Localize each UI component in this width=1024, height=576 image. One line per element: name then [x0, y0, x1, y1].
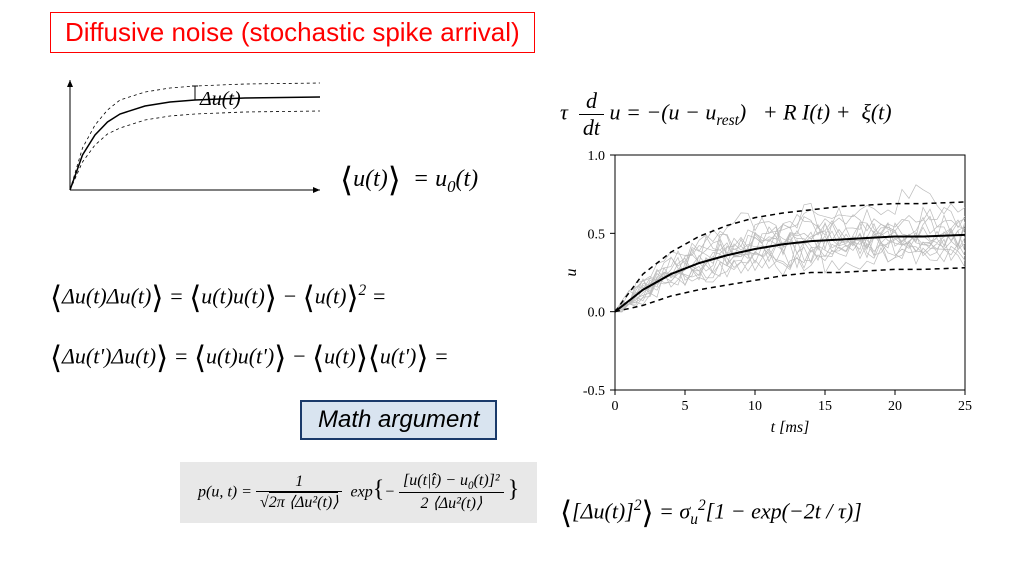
svg-text:0: 0: [612, 399, 619, 414]
svg-text:10: 10: [748, 399, 762, 414]
delta-u-label: Δu(t): [200, 88, 241, 111]
svg-text:1.0: 1.0: [588, 149, 606, 164]
eq-langevin: τ ddt u = −(u − urest) + R I(t) + ξ(t): [560, 88, 892, 141]
eq-autocorr-same-time: ⟨Δu(t)Δu(t)⟩ = ⟨u(t)u(t)⟩ − ⟨u(t)⟩2 =: [50, 280, 387, 316]
svg-text:20: 20: [888, 399, 902, 414]
eq-gaussian-density: p(u, t) = 1√2π ⟨Δu²(t)⟩ exp{− [u(t|t̂) −…: [180, 462, 537, 523]
eq-mean: ⟨u(t)⟩ = u0(t): [340, 160, 478, 200]
slide-title: Diffusive noise (stochastic spike arriva…: [50, 12, 535, 53]
simulation-chart: 0 5 10 15 20 25 -0.5 0.0 0.5 1.0 t [ms] u: [560, 140, 980, 440]
sketch-chart: [50, 70, 330, 210]
svg-text:0.5: 0.5: [588, 227, 606, 242]
svg-text:-0.5: -0.5: [583, 384, 605, 399]
svg-text:u: u: [563, 269, 580, 277]
svg-text:0.0: 0.0: [588, 306, 606, 321]
svg-text:t [ms]: t [ms]: [771, 419, 810, 436]
math-argument-box: Math argument: [300, 400, 497, 440]
svg-text:25: 25: [958, 399, 972, 414]
eq-autocorr-two-time: ⟨Δu(t')Δu(t)⟩ = ⟨u(t)u(t')⟩ − ⟨u(t)⟩⟨u(t…: [50, 340, 449, 376]
svg-text:15: 15: [818, 399, 832, 414]
svg-text:5: 5: [682, 399, 689, 414]
eq-variance: ⟨[Δu(t)]2⟩ = σu2[1 − exp(−2t / τ)]: [560, 495, 862, 531]
